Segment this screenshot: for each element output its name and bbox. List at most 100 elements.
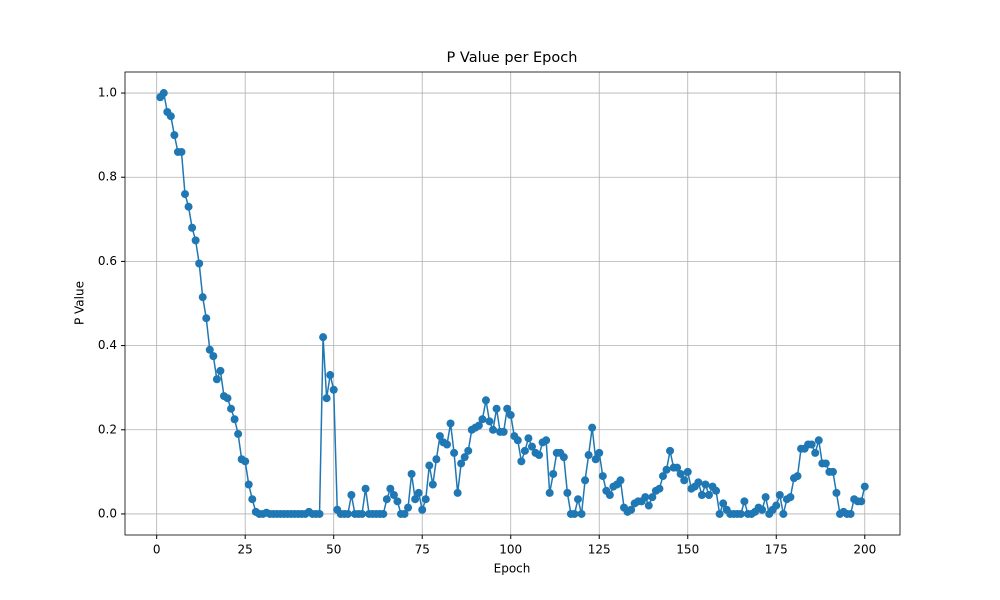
marker	[322, 394, 331, 403]
x-tick-label: 175	[765, 543, 788, 557]
marker	[188, 223, 197, 232]
marker	[347, 491, 356, 500]
marker	[807, 440, 816, 449]
marker	[485, 417, 494, 426]
marker	[588, 423, 597, 432]
marker	[198, 293, 207, 302]
marker	[591, 455, 600, 464]
marker	[520, 446, 529, 455]
marker	[248, 495, 257, 504]
marker	[343, 509, 352, 518]
marker	[535, 451, 544, 460]
line	[159, 91, 866, 516]
marker	[382, 495, 391, 504]
marker	[234, 429, 243, 438]
marker	[400, 509, 409, 518]
marker	[758, 505, 767, 514]
marker	[481, 396, 490, 405]
marker	[404, 503, 413, 512]
marker	[676, 469, 685, 478]
marker	[411, 495, 420, 504]
x-tick-label: 125	[588, 543, 611, 557]
x-tick-label: 25	[238, 543, 253, 557]
marker	[857, 497, 866, 506]
marker	[627, 505, 636, 514]
y-tick-label: 0.8	[98, 170, 117, 184]
marker	[181, 190, 190, 199]
marker	[435, 432, 444, 441]
marker	[846, 509, 855, 518]
marker	[177, 147, 186, 156]
marker	[736, 509, 745, 518]
marker	[545, 488, 554, 497]
y-tick-label: 0.6	[98, 254, 117, 268]
marker	[184, 202, 193, 211]
marker	[457, 459, 466, 468]
marker	[453, 488, 462, 497]
marker	[605, 491, 614, 500]
marker	[860, 482, 869, 491]
marker	[489, 425, 498, 434]
x-tick-label: 75	[415, 543, 430, 557]
marker	[230, 415, 239, 424]
y-tick-label: 0.4	[98, 338, 117, 352]
marker	[443, 440, 452, 449]
marker	[446, 419, 455, 428]
marker	[828, 467, 837, 476]
marker	[641, 493, 650, 502]
marker	[775, 491, 784, 500]
y-axis-label: P Value	[73, 281, 87, 325]
marker	[581, 476, 590, 485]
marker	[159, 89, 168, 98]
marker	[549, 469, 558, 478]
marker	[542, 436, 551, 445]
marker	[379, 509, 388, 518]
marker	[573, 495, 582, 504]
marker	[506, 411, 515, 420]
x-tick-label: 200	[853, 543, 876, 557]
marker	[772, 501, 781, 510]
marker	[598, 472, 607, 481]
marker	[524, 434, 533, 443]
marker	[712, 486, 721, 495]
marker	[227, 404, 236, 413]
marker	[570, 509, 579, 518]
marker	[680, 476, 689, 485]
marker	[315, 509, 324, 518]
marker	[414, 488, 423, 497]
marker	[478, 415, 487, 424]
marker	[361, 484, 370, 493]
chart-title: P Value per Epoch	[447, 50, 578, 66]
marker	[244, 480, 253, 489]
y-tick-label: 0.2	[98, 422, 117, 436]
marker	[655, 484, 664, 493]
marker	[216, 366, 225, 375]
marker	[209, 352, 218, 361]
x-tick-label: 0	[153, 543, 161, 557]
marker	[389, 491, 398, 500]
marker	[428, 480, 437, 489]
marker	[513, 436, 522, 445]
marker	[170, 131, 179, 140]
marker	[460, 453, 469, 462]
marker	[195, 259, 204, 268]
marker	[223, 394, 232, 403]
marker	[786, 493, 795, 502]
marker	[648, 493, 657, 502]
marker	[694, 478, 703, 487]
marker	[662, 465, 671, 474]
marker	[386, 484, 395, 493]
marker	[811, 448, 820, 457]
marker	[658, 472, 667, 481]
marker	[421, 495, 430, 504]
marker	[241, 457, 250, 466]
marker	[166, 112, 175, 121]
marker	[673, 463, 682, 472]
marker	[517, 457, 526, 466]
marker	[464, 446, 473, 455]
x-tick-label: 150	[676, 543, 699, 557]
marker	[326, 371, 335, 380]
marker	[425, 461, 434, 470]
marker	[697, 491, 706, 500]
marker	[358, 509, 367, 518]
